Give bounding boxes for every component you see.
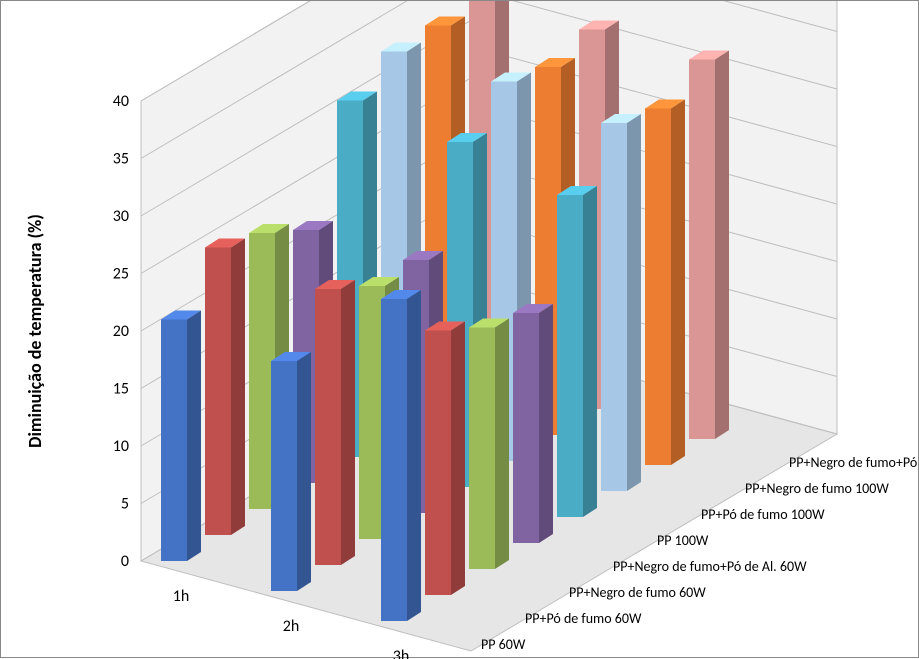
bar-2-2 xyxy=(469,328,495,570)
bar-3-2 xyxy=(513,313,539,543)
series-label: PP+Pó de fumo 100W xyxy=(701,506,825,523)
bar-5-2-side xyxy=(627,114,641,491)
y-axis-title: Diminuição de temperatura (%) xyxy=(24,214,46,448)
y-tick-label: 30 xyxy=(113,207,129,226)
bar-0-0-side xyxy=(187,311,201,562)
category-label: 2h xyxy=(283,617,300,636)
bar-0-0 xyxy=(161,320,187,562)
y-tick-label: 0 xyxy=(121,552,129,571)
bar-1-2 xyxy=(425,331,451,596)
bar-5-2 xyxy=(601,123,627,491)
category-label: 3h xyxy=(393,647,410,659)
bar-3-2-side xyxy=(539,304,553,543)
bar-6-2 xyxy=(645,109,671,466)
bar-1-1-side xyxy=(341,280,355,565)
series-label: PP 60W xyxy=(481,636,526,653)
bar-0-1-side xyxy=(297,352,311,591)
chart-svg: 0 5 10 15 20 25 30 35 40 1h 2h 3h PP 60W PP+Pó de fum… xyxy=(1,1,919,659)
bar-0-1 xyxy=(271,361,297,591)
bar-4-2-side xyxy=(583,186,597,517)
bar-0-2-side xyxy=(407,290,421,621)
series-label: PP+Pó de fumo 60W xyxy=(525,610,642,627)
y-tick-label: 10 xyxy=(113,437,129,456)
bar-1-0 xyxy=(205,248,231,536)
series-label: PP+Negro de fumo+Pó de Al. 60W xyxy=(613,558,807,575)
y-tick-label: 40 xyxy=(113,92,129,111)
category-label: 1h xyxy=(173,587,190,606)
y-tick-label: 15 xyxy=(113,380,129,399)
series-label: PP+Negro de fumo+Pó de Al. 100W xyxy=(789,454,919,471)
bar-2-2-side xyxy=(495,319,509,570)
chart-3d-bar: 0 5 10 15 20 25 30 35 40 1h 2h 3h PP 60W PP+Pó de fum… xyxy=(0,0,919,658)
bar-1-1 xyxy=(315,289,341,565)
bar-0-2 xyxy=(381,299,407,621)
y-tick-label: 20 xyxy=(113,322,129,341)
bar-1-0-side xyxy=(231,239,245,536)
y-tick-label: 5 xyxy=(121,495,129,514)
bar-6-2-side xyxy=(671,100,685,466)
bar-7-2-side xyxy=(715,51,729,440)
bar-4-2 xyxy=(557,195,583,517)
bar-7-2 xyxy=(689,60,715,440)
series-label: PP+Negro de fumo 100W xyxy=(745,480,889,497)
y-tick-label: 35 xyxy=(113,150,129,169)
series-label: PP+Negro de fumo 60W xyxy=(569,584,706,601)
bar-1-2-side xyxy=(451,322,465,596)
y-tick-label: 25 xyxy=(113,265,129,284)
series-label: PP 100W xyxy=(657,532,709,549)
